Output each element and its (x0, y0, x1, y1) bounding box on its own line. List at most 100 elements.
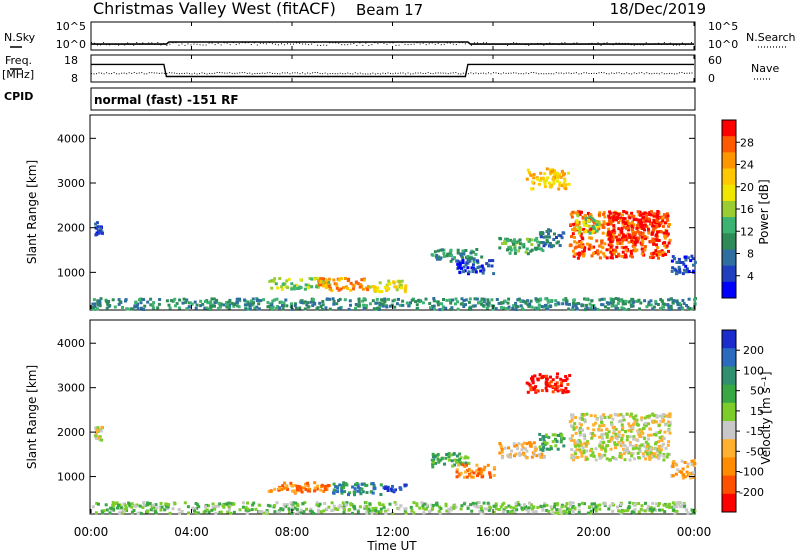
power-cell (490, 298, 494, 302)
power-cell (467, 272, 470, 276)
velocity-cell (664, 446, 668, 450)
power-cell (293, 302, 297, 306)
velocity-cell (675, 505, 679, 509)
velocity-cell (364, 501, 368, 505)
power-cell (499, 305, 503, 309)
velocity-cell (514, 452, 518, 456)
power-cell (456, 262, 460, 266)
power-cell (500, 301, 504, 305)
velocity-cell (520, 508, 524, 512)
velocity-cell (98, 438, 102, 442)
power-cell (438, 308, 442, 312)
velocity-cell (453, 463, 457, 467)
velocity-cell (578, 422, 582, 426)
velocity-cell (440, 456, 444, 460)
velocity-cell (494, 507, 498, 511)
velocity-cell (309, 509, 313, 513)
power-cell (575, 241, 579, 245)
power-cell (349, 288, 353, 292)
nave-dot (633, 72, 635, 74)
power-cell (503, 300, 507, 303)
velocity-cell (609, 414, 613, 418)
power-cell (113, 305, 117, 309)
power-cell (542, 244, 546, 248)
power-cell (578, 212, 582, 216)
velocity-cell (647, 433, 651, 437)
power-cell (331, 297, 335, 301)
velocity-cell (584, 444, 588, 448)
velocity-cell (630, 510, 634, 514)
power-cell (606, 222, 610, 226)
velocity-cell (450, 459, 454, 463)
power-cell (519, 300, 523, 303)
velocity-cell (94, 511, 98, 515)
velocity-cell (585, 457, 589, 461)
power-cell (536, 240, 540, 244)
power-cell (567, 171, 570, 175)
velocity-cell (556, 434, 560, 437)
power-cell (322, 282, 326, 286)
power-cell (512, 242, 515, 246)
velocity-cell (636, 451, 640, 455)
velocity-cell (599, 415, 603, 419)
noise-search-dot (181, 43, 183, 45)
nave-dot (611, 72, 613, 74)
power-cell (471, 267, 475, 271)
power-cell (454, 297, 458, 301)
power-cell (670, 269, 674, 273)
power-cell (545, 167, 549, 171)
power-cell (649, 299, 653, 303)
nave-dot (596, 72, 598, 74)
velocity-cell (238, 508, 242, 512)
power-cell (592, 229, 596, 233)
velocity-cell (551, 511, 555, 515)
power-cell (480, 297, 484, 301)
power-cell (284, 298, 288, 302)
power-cell (126, 307, 130, 311)
velocity-cell (631, 425, 635, 429)
nave-dot (146, 73, 148, 75)
power-cell (464, 263, 468, 267)
power-cell (449, 248, 453, 252)
power-cell (461, 259, 465, 262)
power-cell (585, 224, 589, 228)
nave-dot (455, 72, 457, 74)
velocity-cell (474, 502, 478, 506)
power-colorbar-swatch (722, 184, 736, 202)
velocity-cell (319, 510, 323, 514)
velocity-cell (475, 469, 479, 473)
velocity-cell (403, 509, 407, 513)
velocity-cell (659, 448, 663, 452)
velocity-cell (680, 471, 684, 474)
power-cell (95, 226, 99, 230)
noise-search-dot (561, 42, 563, 44)
power-cell (562, 182, 566, 186)
power-cell (682, 268, 686, 272)
velocity-cell (305, 483, 309, 487)
power-cell (387, 279, 391, 283)
velocity-cell (455, 454, 459, 458)
velocity-cell (625, 438, 629, 442)
velocity-cell (510, 510, 514, 514)
power-cell (480, 264, 484, 268)
nave-dot (520, 73, 522, 75)
velocity-cell (533, 374, 537, 378)
velocity-cell (291, 505, 295, 509)
velocity-cell (228, 503, 232, 507)
power-cell (599, 250, 603, 254)
nave-dot (470, 72, 472, 74)
velocity-cell (564, 378, 568, 382)
velocity-cell (516, 501, 520, 505)
power-cell (466, 266, 470, 270)
velocity-cell (589, 453, 593, 457)
velocity-cell (165, 507, 169, 511)
velocity-cell (375, 511, 378, 515)
power-cell (579, 241, 583, 245)
velocity-cell (516, 447, 520, 451)
noise-search-dot (543, 44, 545, 46)
noise-search-dot (555, 43, 557, 45)
velocity-cell (196, 503, 200, 507)
velocity-cell (538, 432, 542, 436)
velocity-cell (535, 454, 539, 458)
nave-dot (322, 73, 324, 75)
